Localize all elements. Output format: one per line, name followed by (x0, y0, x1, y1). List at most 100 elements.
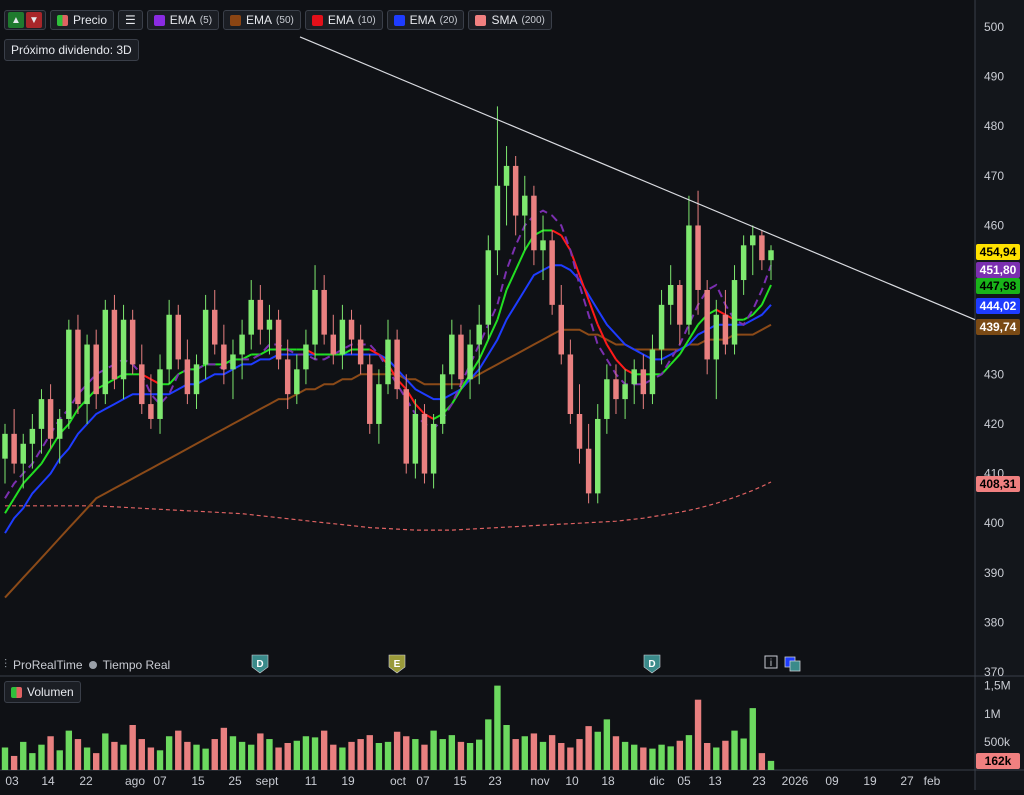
ema10-segment (578, 274, 590, 301)
candle-body (631, 369, 637, 385)
candle-body (421, 414, 428, 474)
volume-bar (758, 753, 766, 770)
ema10-segment (414, 403, 426, 415)
volume-bar (330, 744, 337, 770)
trendline[interactable] (299, 36, 976, 321)
event-marker[interactable]: D (251, 654, 269, 674)
volume-bar (731, 730, 738, 770)
volume-tick-label: 1,5M (984, 679, 1011, 693)
candle-body (649, 349, 656, 395)
candle-body (257, 299, 264, 330)
volume-bar (430, 730, 437, 770)
candle-body (476, 324, 482, 345)
volume-toggle-button[interactable]: Volumen (4, 681, 81, 703)
candle-body (139, 364, 145, 405)
list-button[interactable]: ☰ (118, 10, 143, 30)
volume-bar (448, 735, 456, 770)
volume-bar (293, 740, 301, 770)
ema10-segment (369, 348, 380, 356)
indicator-ema-50[interactable]: EMA (50) (223, 10, 301, 30)
volume-bar (421, 744, 428, 770)
volume-bar (211, 739, 218, 770)
indicator-swatch (153, 14, 165, 26)
volume-bar (703, 743, 711, 770)
price-toggle-button[interactable]: Precio (50, 10, 115, 30)
volume-bar (29, 753, 36, 770)
candle-body (294, 369, 300, 395)
candle-body (47, 399, 54, 439)
y-tick-label: 400 (984, 516, 1004, 530)
candle-body (376, 384, 382, 424)
volume-bar (366, 735, 373, 770)
candle-body (248, 299, 254, 335)
candle-body (56, 418, 63, 439)
candle-body (239, 334, 245, 355)
candle-body (367, 364, 373, 424)
volume-bar (129, 725, 136, 770)
volume-bar (676, 740, 684, 770)
volume-bar (412, 739, 419, 770)
y-tick-label: 490 (984, 70, 1004, 84)
up-arrow-icon[interactable]: ▲ (8, 12, 24, 28)
indicator-ema-20[interactable]: EMA (20) (386, 10, 465, 30)
candle-body (75, 329, 81, 405)
volume-bar (20, 741, 27, 770)
indicator-ema-5[interactable]: EMA (5) (146, 10, 220, 30)
y-tick-label: 470 (984, 169, 1004, 183)
volume-bar (248, 744, 255, 770)
indicator-ema-10[interactable]: EMA (10) (304, 10, 383, 30)
candle-body (704, 289, 710, 360)
x-tick-label: sept (256, 774, 279, 788)
arrows-button-group[interactable]: ▲ ▼ (4, 10, 46, 30)
ema10-segment (22, 472, 34, 485)
x-tick-label: 25 (228, 774, 242, 788)
x-tick-label: nov (530, 774, 549, 788)
indicator-sma-200[interactable]: SMA (200) (468, 10, 552, 30)
x-tick-label: dic (649, 774, 664, 788)
x-tick-label: ago (125, 774, 145, 788)
candle-body (303, 344, 309, 370)
price-axis-label: 447,98 (976, 278, 1020, 294)
ema10-segment (752, 304, 763, 316)
volume-bar (184, 741, 191, 770)
volume-bar (649, 748, 656, 770)
indicator-name: EMA (327, 13, 354, 27)
x-tick-label: 05 (677, 774, 691, 788)
ema10-segment (760, 284, 772, 306)
volume-bar (558, 743, 565, 770)
event-marker[interactable]: E (388, 654, 406, 674)
next-dividend-button[interactable]: Próximo dividendo: 3D (4, 39, 139, 61)
volume-bar (10, 755, 18, 770)
y-tick-label: 380 (984, 615, 1004, 629)
indicator-param: (50) (276, 14, 294, 26)
volume-bar (585, 726, 592, 770)
x-tick-label: 07 (153, 774, 167, 788)
candle-body (640, 369, 647, 395)
info-icon[interactable] (764, 655, 778, 669)
volume-bar (348, 741, 355, 770)
volume-bar (220, 727, 228, 770)
event-marker[interactable]: D (643, 654, 661, 674)
candle-body (93, 344, 99, 395)
event-letter: D (648, 659, 655, 670)
x-tick-label: 2026 (782, 774, 809, 788)
volume-bar (284, 743, 291, 770)
volume-bar (120, 744, 127, 770)
x-tick-label: 18 (601, 774, 615, 788)
volume-bar (475, 739, 483, 770)
x-tick-label: 03 (5, 774, 19, 788)
indicator-param: (10) (357, 14, 376, 26)
ema10-segment (67, 408, 79, 425)
volume-bar (275, 747, 282, 770)
candle-body (549, 240, 555, 305)
volume-bar (339, 747, 346, 770)
volume-bar (658, 744, 665, 770)
x-tick-label: 27 (900, 774, 914, 788)
down-arrow-icon[interactable]: ▼ (26, 12, 42, 28)
candle-body (585, 448, 592, 494)
candle-body (412, 414, 419, 464)
candle-body (567, 354, 574, 414)
